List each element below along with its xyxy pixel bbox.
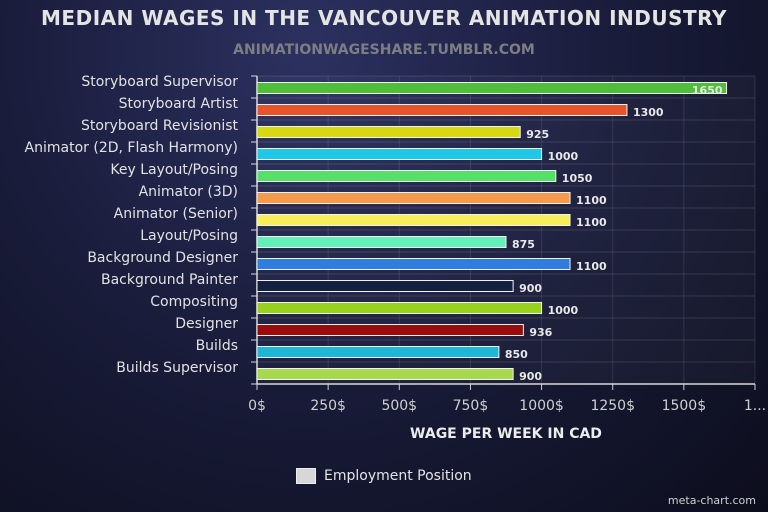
bar xyxy=(256,368,514,380)
x-axis-label: WAGE PER WEEK IN CAD xyxy=(410,426,602,442)
x-tick-label: 1... xyxy=(744,398,766,414)
data-label: 1100 xyxy=(576,260,607,273)
data-label: 900 xyxy=(519,370,542,383)
category-label: Background Painter xyxy=(101,272,238,288)
data-label: 1050 xyxy=(562,172,593,185)
category-label: Storyboard Revisionist xyxy=(81,118,239,134)
category-label: Storyboard Artist xyxy=(119,96,239,112)
data-label: 1000 xyxy=(548,150,579,163)
category-label: Key Layout/Posing xyxy=(110,162,238,178)
category-label: Layout/Posing xyxy=(140,228,238,244)
data-label: 1100 xyxy=(576,194,607,207)
data-label: 936 xyxy=(529,326,552,339)
category-label: Animator (2D, Flash Harmony) xyxy=(25,140,238,156)
x-tick-label: 250$ xyxy=(310,398,346,414)
legend-swatch xyxy=(296,468,316,484)
data-label: 1100 xyxy=(576,216,607,229)
bar xyxy=(256,236,507,248)
bar xyxy=(256,170,557,182)
legend-label: Employment Position xyxy=(324,468,472,484)
credit-text: meta-chart.com xyxy=(667,494,756,507)
bar xyxy=(256,82,728,94)
bar xyxy=(256,258,571,270)
category-label: Animator (3D) xyxy=(139,184,238,200)
legend[interactable]: Employment Position xyxy=(296,468,472,484)
category-label: Builds Supervisor xyxy=(116,360,238,376)
x-tick-label: 0$ xyxy=(248,398,266,414)
category-label: Designer xyxy=(175,316,238,332)
bar xyxy=(256,346,500,358)
data-label: 1300 xyxy=(633,106,664,119)
data-label: 875 xyxy=(512,238,535,251)
data-label: 925 xyxy=(526,128,549,141)
bar xyxy=(256,324,524,336)
x-tick-label: 1500$ xyxy=(662,398,707,414)
bar xyxy=(256,104,628,116)
data-label: 850 xyxy=(505,348,528,361)
category-label: Compositing xyxy=(150,294,238,310)
chart-title: MEDIAN WAGES IN THE VANCOUVER ANIMATION … xyxy=(41,6,727,30)
category-label: Background Designer xyxy=(87,250,238,266)
category-label: Builds xyxy=(196,338,238,354)
chart-subtitle: ANIMATIONWAGESHARE.TUMBLR.COM xyxy=(233,42,535,58)
bar xyxy=(256,192,571,204)
data-label: 1000 xyxy=(548,304,579,317)
data-label: 1650 xyxy=(692,84,723,97)
data-label: 900 xyxy=(519,282,542,295)
x-tick-label: 1000$ xyxy=(519,398,564,414)
category-label: Storyboard Supervisor xyxy=(81,74,238,90)
x-tick-label: 1250$ xyxy=(590,398,635,414)
x-tick-label: 500$ xyxy=(381,398,417,414)
bar xyxy=(256,148,543,160)
bar xyxy=(256,126,521,138)
category-label: Animator (Senior) xyxy=(114,206,238,222)
bar xyxy=(256,302,543,314)
x-tick-label: 750$ xyxy=(453,398,489,414)
bar xyxy=(256,214,571,226)
bar xyxy=(256,280,514,292)
